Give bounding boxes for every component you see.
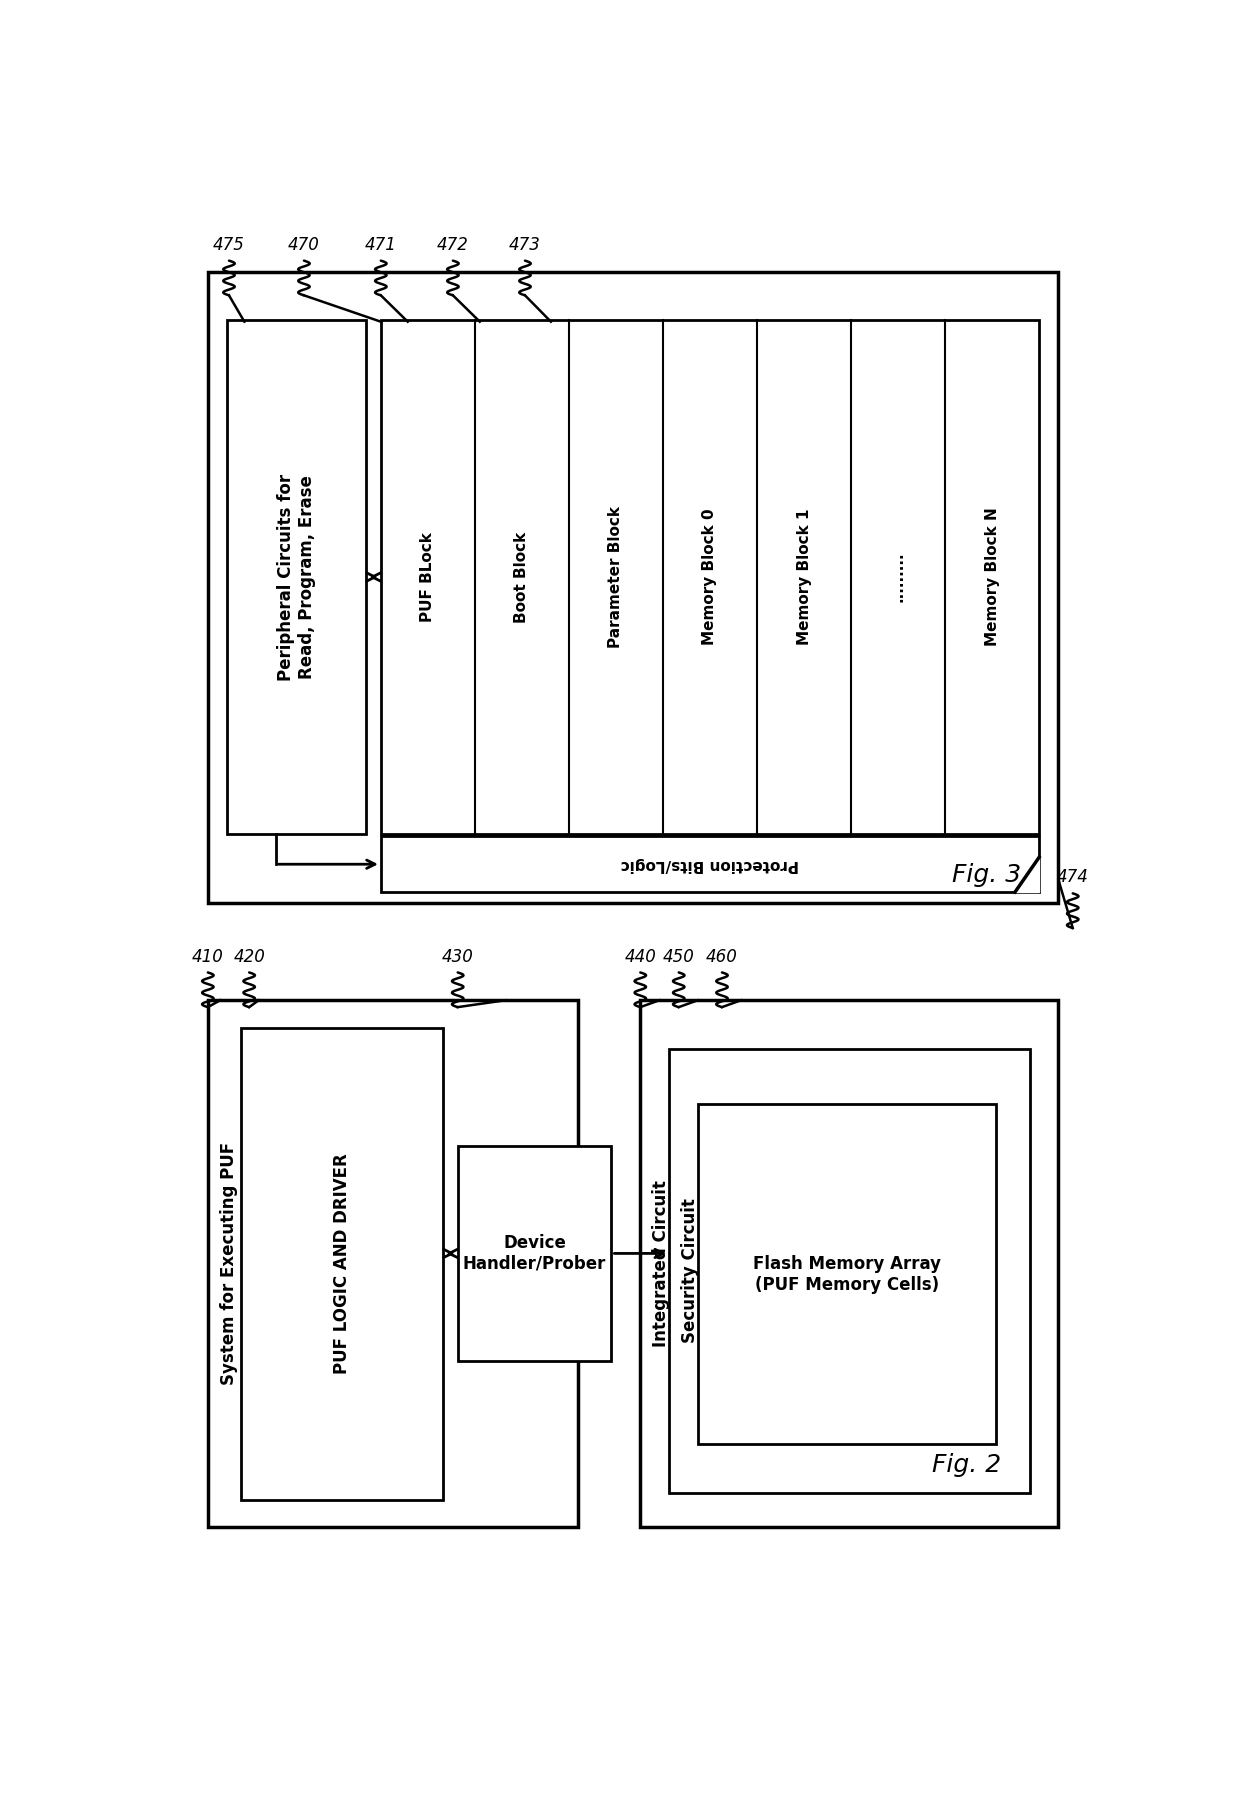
- Text: Parameter Block: Parameter Block: [609, 506, 624, 649]
- Text: Fig. 2: Fig. 2: [932, 1452, 1002, 1478]
- Text: 474: 474: [1056, 869, 1089, 887]
- Text: Security Circuit: Security Circuit: [681, 1198, 699, 1342]
- Text: .........: .........: [890, 551, 905, 602]
- Text: 450: 450: [663, 948, 694, 966]
- Polygon shape: [1016, 858, 1039, 892]
- Text: Memory Block 1: Memory Block 1: [796, 508, 811, 645]
- Text: System for Executing PUF: System for Executing PUF: [219, 1142, 238, 1386]
- Text: 471: 471: [365, 236, 397, 254]
- FancyBboxPatch shape: [458, 1146, 611, 1361]
- Text: Protection Bits/Logic: Protection Bits/Logic: [621, 856, 799, 872]
- Text: Device
Handler/Prober: Device Handler/Prober: [463, 1234, 606, 1272]
- Text: Fig. 3: Fig. 3: [952, 863, 1021, 887]
- FancyBboxPatch shape: [208, 1000, 578, 1528]
- FancyBboxPatch shape: [381, 836, 1039, 892]
- Text: 473: 473: [510, 236, 541, 254]
- FancyBboxPatch shape: [381, 321, 1039, 834]
- Text: Peripheral Circuits for
Read, Program, Erase: Peripheral Circuits for Read, Program, E…: [278, 474, 316, 681]
- Text: Boot Block: Boot Block: [515, 532, 529, 623]
- Text: Memory Block N: Memory Block N: [985, 508, 999, 647]
- Text: 410: 410: [192, 948, 223, 966]
- Text: PUF BLock: PUF BLock: [420, 532, 435, 622]
- FancyBboxPatch shape: [208, 272, 1059, 903]
- Text: 475: 475: [213, 236, 246, 254]
- Text: 460: 460: [706, 948, 738, 966]
- Text: 430: 430: [441, 948, 474, 966]
- FancyBboxPatch shape: [698, 1105, 996, 1443]
- Text: 420: 420: [233, 948, 265, 966]
- Text: PUF LOGIC AND DRIVER: PUF LOGIC AND DRIVER: [334, 1153, 351, 1375]
- Text: 472: 472: [436, 236, 469, 254]
- FancyBboxPatch shape: [640, 1000, 1058, 1528]
- FancyBboxPatch shape: [670, 1049, 1029, 1492]
- Text: Integrated Circuit: Integrated Circuit: [652, 1180, 671, 1348]
- Text: Flash Memory Array
(PUF Memory Cells): Flash Memory Array (PUF Memory Cells): [753, 1254, 941, 1294]
- Text: 440: 440: [625, 948, 656, 966]
- FancyBboxPatch shape: [227, 321, 367, 834]
- Text: 470: 470: [288, 236, 320, 254]
- Text: Memory Block 0: Memory Block 0: [703, 508, 718, 645]
- FancyBboxPatch shape: [242, 1027, 444, 1499]
